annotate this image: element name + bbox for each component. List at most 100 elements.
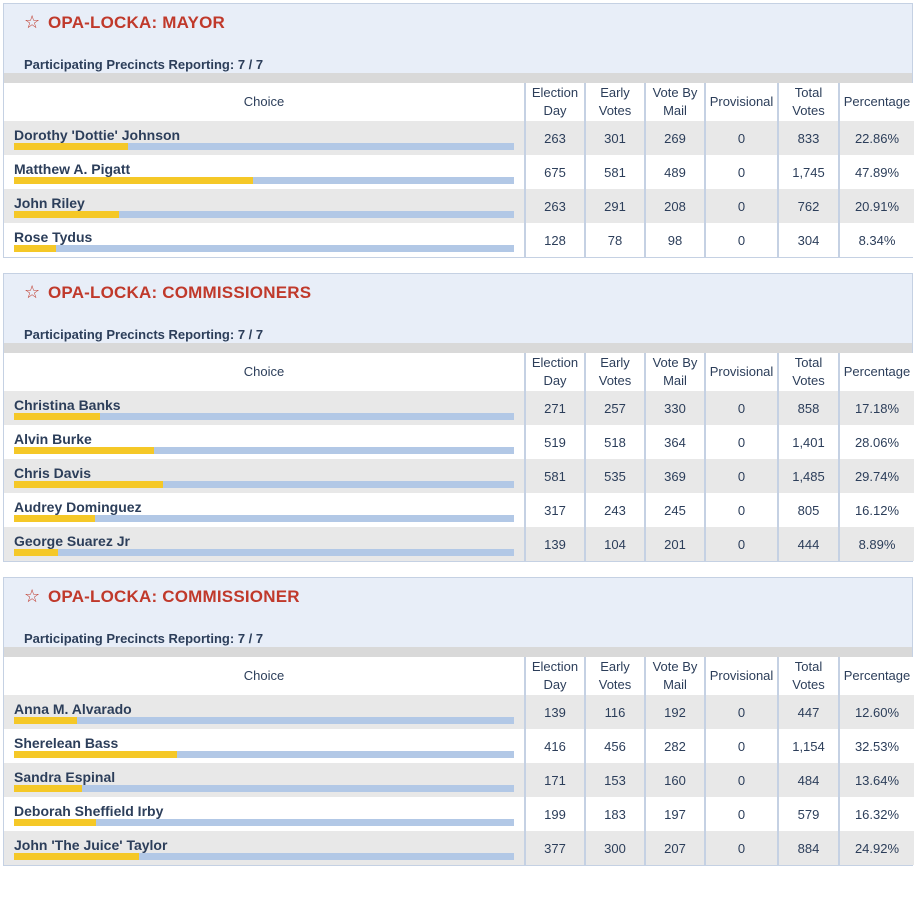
election-day-cell: 199 xyxy=(524,797,585,831)
candidate-name: Matthew A. Pigatt xyxy=(14,161,131,177)
early-votes-cell: 257 xyxy=(584,391,645,425)
percentage-bar xyxy=(14,819,514,826)
candidate-name: Sandra Espinal xyxy=(14,769,116,785)
percentage-cell: 17.18% xyxy=(838,391,914,425)
total-votes-cell: 884 xyxy=(777,831,839,865)
choice-cell: Chris Davis xyxy=(4,459,525,493)
percentage-cell: 16.32% xyxy=(838,797,914,831)
header-line: Choice xyxy=(243,364,285,379)
vote-by-mail-cell: 282 xyxy=(644,729,705,763)
provisional-cell: 0 xyxy=(704,831,778,865)
candidate-name: Rose Tydus xyxy=(14,229,93,245)
vote-by-mail-cell: 364 xyxy=(644,425,705,459)
early-votes-cell: 581 xyxy=(584,155,645,189)
choice-cell: John Riley xyxy=(4,189,525,223)
percentage-bar xyxy=(14,413,514,420)
provisional-cell: 0 xyxy=(704,527,778,561)
percentage-cell: 24.92% xyxy=(838,831,914,865)
race-title[interactable]: ☆ OPA-LOCKA: COMMISSIONER xyxy=(24,586,300,607)
header-line: Vote By xyxy=(652,85,698,100)
percentage-bar xyxy=(14,515,514,522)
race-title[interactable]: ☆ OPA-LOCKA: COMMISSIONERS xyxy=(24,282,311,303)
percentage-cell: 22.86% xyxy=(838,121,914,155)
column-header-vote-by-mail: Vote By Mail xyxy=(644,657,705,695)
table-row: Chris Davis 581 535 369 0 1,485 29.74% xyxy=(4,459,914,493)
header-line: Early xyxy=(600,659,630,674)
results-table: Choice Election Day Early Votes Vote By Mail Pr… xyxy=(4,657,914,865)
total-votes-cell: 858 xyxy=(777,391,839,425)
election-day-cell: 416 xyxy=(524,729,585,763)
total-votes-cell: 1,745 xyxy=(777,155,839,189)
candidate-name: Alvin Burke xyxy=(14,431,92,447)
table-row: John Riley 263 291 208 0 762 20.91% xyxy=(4,189,914,223)
choice-cell: Rose Tydus xyxy=(4,223,525,257)
header-line: Provisional xyxy=(709,364,774,379)
candidate-name: Chris Davis xyxy=(14,465,92,481)
percentage-bar-fill xyxy=(14,481,163,488)
vote-by-mail-cell: 192 xyxy=(644,695,705,729)
table-row: John 'The Juice' Taylor 377 300 207 0 884 24.9… xyxy=(4,831,914,865)
header-line: Choice xyxy=(243,668,285,683)
percentage-bar-fill xyxy=(14,177,254,184)
header-line: Election xyxy=(531,85,579,100)
percentage-bar-fill xyxy=(14,751,177,758)
early-votes-cell: 301 xyxy=(584,121,645,155)
race-header: ☆ OPA-LOCKA: COMMISSIONERS Participating P… xyxy=(4,274,912,353)
provisional-cell: 0 xyxy=(704,425,778,459)
candidate-name: Dorothy 'Dottie' Johnson xyxy=(14,127,181,143)
percentage-bar xyxy=(14,717,514,724)
vote-by-mail-cell: 98 xyxy=(644,223,705,257)
vote-by-mail-cell: 245 xyxy=(644,493,705,527)
total-votes-cell: 833 xyxy=(777,121,839,155)
header-line: Votes xyxy=(598,373,632,388)
results-table: Choice Election Day Early Votes Vote By Mail Pr… xyxy=(4,353,914,561)
table-row: George Suarez Jr 139 104 201 0 444 8.89% xyxy=(4,527,914,561)
column-header-election-day: Election Day xyxy=(524,353,585,391)
header-line: Day xyxy=(543,677,567,692)
percentage-cell: 20.91% xyxy=(838,189,914,223)
vote-by-mail-cell: 207 xyxy=(644,831,705,865)
provisional-cell: 0 xyxy=(704,493,778,527)
header-line: Vote By xyxy=(652,355,698,370)
early-votes-cell: 153 xyxy=(584,763,645,797)
provisional-cell: 0 xyxy=(704,797,778,831)
star-icon[interactable]: ☆ xyxy=(24,12,41,32)
percentage-cell: 13.64% xyxy=(838,763,914,797)
early-votes-cell: 78 xyxy=(584,223,645,257)
table-row: Matthew A. Pigatt 675 581 489 0 1,745 47.89% xyxy=(4,155,914,189)
table-row: Sandra Espinal 171 153 160 0 484 13.64% xyxy=(4,763,914,797)
header-line: Total xyxy=(794,659,823,674)
election-day-cell: 271 xyxy=(524,391,585,425)
percentage-bar-fill xyxy=(14,717,77,724)
choice-cell: Christina Banks xyxy=(4,391,525,425)
candidate-name: Audrey Dominguez xyxy=(14,499,142,515)
race-title[interactable]: ☆ OPA-LOCKA: MAYOR xyxy=(24,12,225,33)
header-line: Total xyxy=(794,85,823,100)
star-icon[interactable]: ☆ xyxy=(24,282,41,302)
provisional-cell: 0 xyxy=(704,121,778,155)
total-votes-cell: 1,485 xyxy=(777,459,839,493)
column-header-early-votes: Early Votes xyxy=(584,353,645,391)
vote-by-mail-cell: 201 xyxy=(644,527,705,561)
precincts-reporting: Participating Precincts Reporting: 7 / 7 xyxy=(24,631,264,646)
column-header-election-day: Election Day xyxy=(524,657,585,695)
race-title-text: OPA-LOCKA: MAYOR xyxy=(48,13,225,32)
column-header-total-votes: Total Votes xyxy=(777,353,839,391)
percentage-bar-fill xyxy=(14,413,100,420)
column-header-provisional: Provisional xyxy=(704,83,778,121)
election-day-cell: 263 xyxy=(524,189,585,223)
percentage-bar xyxy=(14,177,514,184)
header-line: Percentage xyxy=(843,364,911,379)
results-table: Choice Election Day Early Votes Vote By Mail Pr… xyxy=(4,83,914,257)
header-line: Provisional xyxy=(709,94,774,109)
early-votes-cell: 300 xyxy=(584,831,645,865)
choice-cell: Anna M. Alvarado xyxy=(4,695,525,729)
percentage-cell: 28.06% xyxy=(838,425,914,459)
column-header-early-votes: Early Votes xyxy=(584,83,645,121)
early-votes-cell: 116 xyxy=(584,695,645,729)
vote-by-mail-cell: 330 xyxy=(644,391,705,425)
provisional-cell: 0 xyxy=(704,695,778,729)
table-header-row: Choice Election Day Early Votes Vote By Mail Pr… xyxy=(4,83,914,121)
provisional-cell: 0 xyxy=(704,459,778,493)
star-icon[interactable]: ☆ xyxy=(24,586,41,606)
